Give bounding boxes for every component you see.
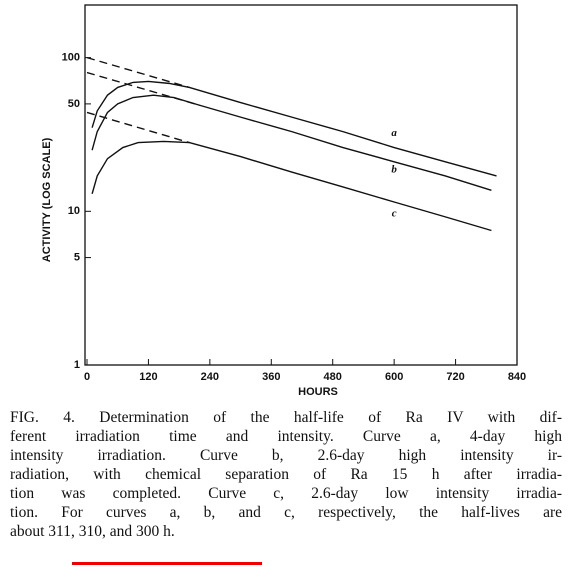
- highlight-underline: [72, 562, 262, 565]
- caption: FIG. 4. Determination of the half-life o…: [10, 408, 562, 541]
- x-tick-label: 600: [385, 371, 403, 383]
- curve-label: c: [392, 208, 397, 220]
- caption-line: ferent irradiation time and intensity. C…: [10, 428, 562, 445]
- decay-curve: [91, 94, 492, 191]
- caption-line: about 311, 310, and 300 h.: [10, 523, 175, 540]
- x-tick-label: 720: [446, 371, 464, 383]
- x-axis-label: HOURS: [298, 386, 338, 398]
- decay-curve: [91, 80, 497, 177]
- y-tick-label: 50: [68, 98, 80, 110]
- y-axis-label: ACTIVITY (LOG SCALE): [41, 137, 53, 262]
- extrapolation-line: [86, 71, 200, 106]
- y-tick-label: 1: [74, 359, 80, 371]
- plot-frame: [84, 4, 518, 366]
- x-tick-label: 120: [139, 371, 157, 383]
- chart: ACTIVITY (LOG SCALE) HOURS 1 5 10 50 100 0 120…: [41, 4, 526, 398]
- caption-line: intensity irradiation. Curve b, 2.6-day …: [10, 447, 562, 464]
- decay-curve: [91, 140, 492, 232]
- x-tick-label: 0: [84, 371, 90, 383]
- y-tick-label: 100: [62, 52, 80, 64]
- x-tick-label: 840: [508, 371, 526, 383]
- extrapolation-line: [86, 56, 190, 89]
- caption-line: tion was completed. Curve c, 2.6-day low…: [10, 485, 562, 502]
- caption-line: FIG. 4. Determination of the half-life o…: [10, 409, 562, 426]
- x-tick-label: 480: [324, 371, 342, 383]
- curve-label: b: [391, 163, 397, 175]
- x-tick-label: 360: [262, 371, 280, 383]
- y-tick-label: 5: [74, 251, 80, 263]
- curve-label: a: [391, 127, 397, 139]
- extrapolation-line: [86, 111, 190, 144]
- caption-line: radiation, with chemical separation of R…: [10, 466, 562, 483]
- x-tick-label: 240: [201, 371, 219, 383]
- caption-line: tion. For curves a, b, and c, respective…: [10, 504, 562, 521]
- y-tick-label: 10: [68, 205, 80, 217]
